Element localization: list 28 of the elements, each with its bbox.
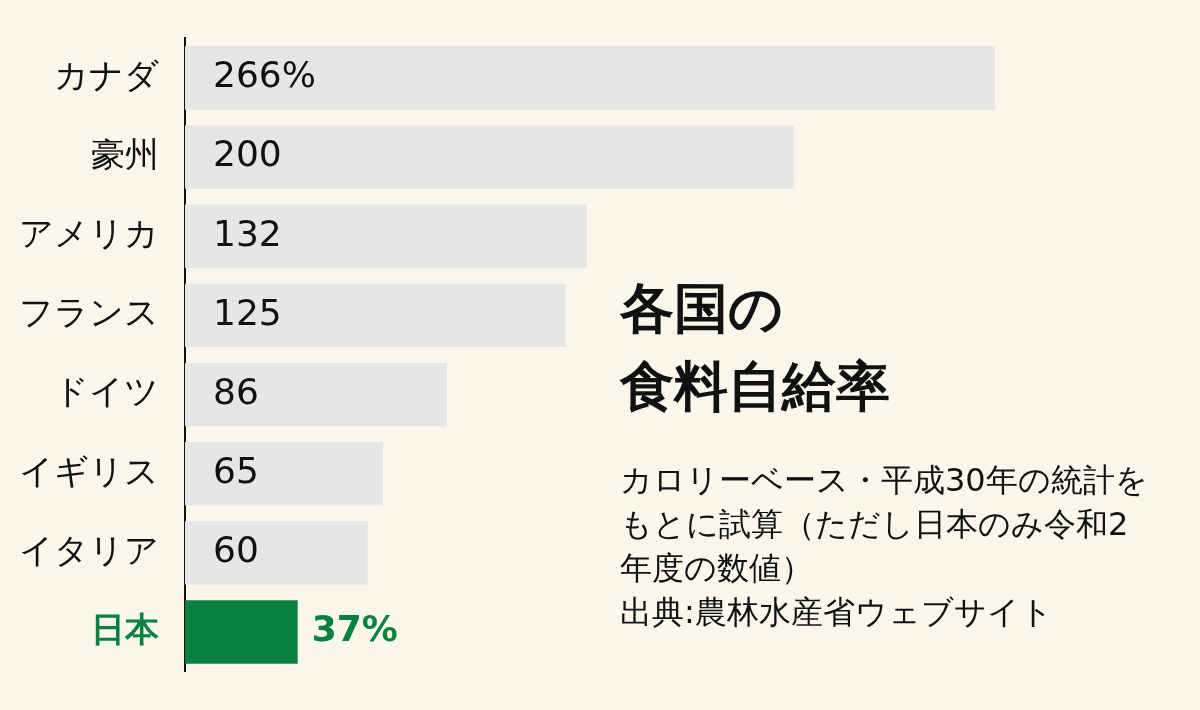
bar: [185, 46, 995, 110]
data-label: 65: [213, 450, 259, 492]
y-tick-label: ドイツ: [54, 371, 159, 412]
bar: [185, 600, 298, 664]
y-tick-label: イギリス: [19, 450, 159, 491]
annotation: カロリーベース・平成30年の統計をもとに試算（ただし日本のみ令和2年度の数値）: [620, 460, 1149, 590]
bar: [185, 362, 447, 427]
y-tick-label: アメリカ: [19, 213, 159, 254]
annotation: 出典:農林水産省ウェブサイト: [620, 592, 1054, 634]
bar: [185, 283, 566, 348]
y-tick-label: フランス: [19, 292, 159, 333]
bar: [185, 521, 368, 585]
text: 食料自給率: [620, 354, 890, 420]
bar: [185, 204, 587, 268]
text: 各国の: [620, 276, 783, 342]
data-label: 132: [213, 212, 282, 254]
bar: [185, 442, 383, 506]
y-tick-label: 日本: [91, 608, 160, 649]
bar: [185, 125, 795, 189]
data-label: 200: [213, 133, 282, 175]
data-label: 37%: [311, 608, 398, 650]
y-tick-label: カナダ: [54, 54, 159, 95]
data-label: 60: [213, 529, 259, 571]
data-label: 125: [213, 291, 282, 333]
y-tick-label: イタリア: [19, 529, 159, 570]
data-label: 266%: [213, 54, 316, 96]
y-tick-label: 豪州: [91, 133, 159, 174]
data-label: 86: [213, 370, 259, 412]
